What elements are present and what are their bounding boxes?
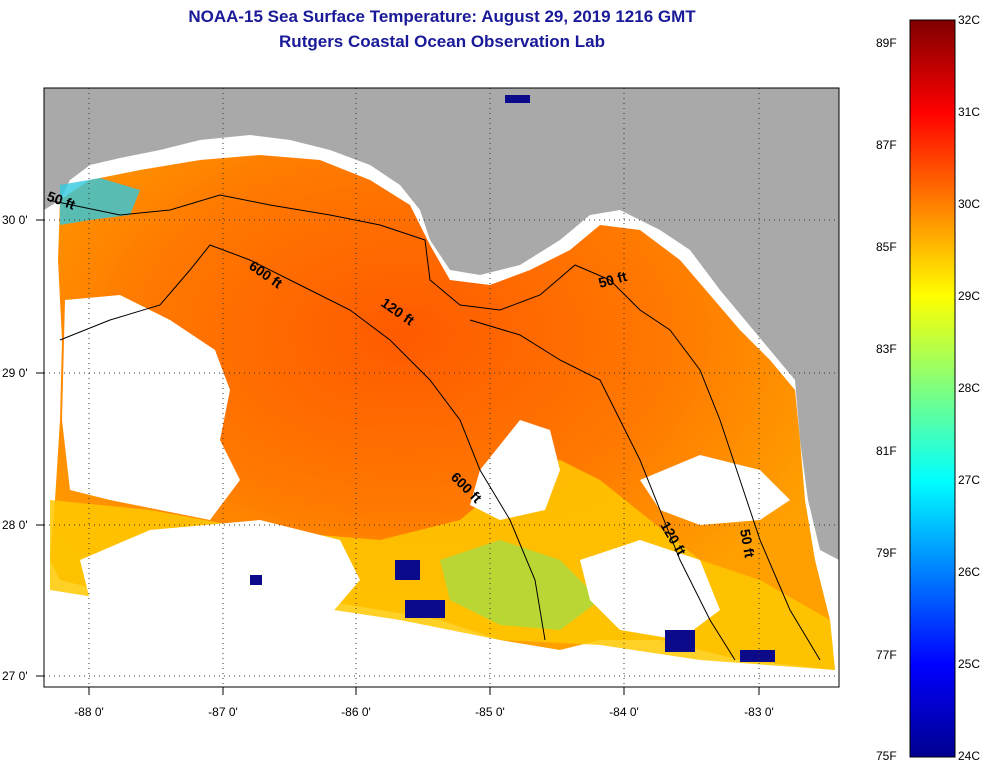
lon-label-87: -87 0'	[208, 705, 238, 719]
cloud-patch-east	[640, 455, 790, 525]
lon-label-88: -88 0'	[74, 705, 104, 719]
lat-label-29: 29 0'	[2, 366, 28, 380]
lat-label-28: 28 0'	[2, 518, 28, 532]
cb-c-25: 25C	[958, 657, 980, 671]
cb-f-87: 87F	[876, 138, 897, 152]
cb-c-31: 31C	[958, 105, 980, 119]
contour-label-50ft-south: 50 ft	[737, 528, 758, 559]
cb-f-85: 85F	[876, 240, 897, 254]
cloud-patch-south	[80, 520, 360, 615]
cb-c-32: 32C	[958, 13, 980, 27]
colorbar-celsius-labels: 32C 31C 30C 29C 28C 27C 26C 25C 24C	[958, 13, 980, 763]
cb-c-24: 24C	[958, 749, 980, 763]
lon-label-85: -85 0'	[475, 705, 505, 719]
colorbar	[909, 19, 956, 758]
cloud-patch-se	[580, 540, 720, 640]
cb-f-75: 75F	[876, 749, 897, 763]
map-title: NOAA-15 Sea Surface Temperature: August …	[188, 7, 696, 26]
cb-f-81: 81F	[876, 444, 897, 458]
contour-label-50ft-east: 50 ft	[597, 268, 629, 291]
sst-cool-coastal	[60, 178, 140, 225]
isobaths	[47, 194, 821, 661]
cb-f-83: 83F	[876, 342, 897, 356]
cb-c-30: 30C	[958, 197, 980, 211]
colorbar-fahrenheit-labels: 89F 87F 85F 83F 81F 79F 77F 75F	[876, 36, 897, 763]
map-subtitle: Rutgers Coastal Ocean Observation Lab	[279, 32, 605, 51]
plot-frame	[43, 87, 840, 688]
cb-c-27: 27C	[958, 473, 980, 487]
cloud-patch-west	[62, 295, 240, 520]
cb-f-89: 89F	[876, 36, 897, 50]
axis-ticks	[36, 219, 760, 695]
cloud-patch-center	[470, 420, 560, 520]
lat-label-27: 27 0'	[2, 669, 28, 683]
lat-label-30: 30 0'	[2, 213, 28, 227]
cb-c-26: 26C	[958, 565, 980, 579]
cold-specks	[250, 95, 775, 662]
lon-label-84: -84 0'	[609, 705, 639, 719]
cb-f-77: 77F	[876, 648, 897, 662]
cb-c-29: 29C	[958, 289, 980, 303]
cb-c-28: 28C	[958, 381, 980, 395]
cb-f-79: 79F	[876, 546, 897, 560]
sst-green-patch	[440, 540, 600, 630]
lon-label-83: -83 0'	[744, 705, 774, 719]
lon-label-86: -86 0'	[341, 705, 371, 719]
land-area	[44, 88, 839, 560]
